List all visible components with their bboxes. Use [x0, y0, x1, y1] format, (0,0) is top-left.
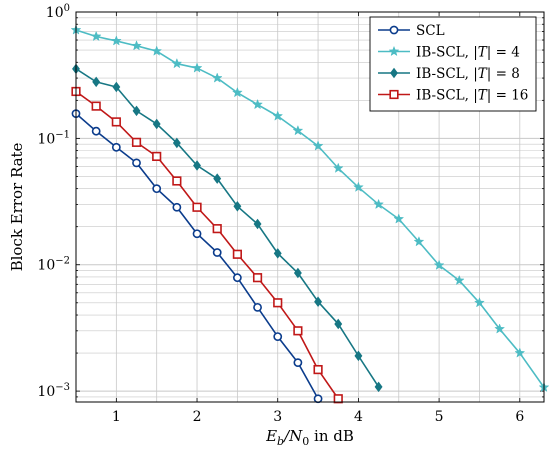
data-point — [231, 86, 243, 98]
data-point — [112, 81, 121, 93]
data-point — [232, 273, 242, 283]
data-point — [213, 173, 222, 184]
series-2 — [76, 68, 380, 388]
data-point — [171, 57, 183, 69]
data-point — [192, 229, 202, 239]
data-point — [253, 302, 262, 312]
data-point — [293, 358, 303, 368]
legend-marker — [389, 25, 399, 35]
data-point — [152, 151, 162, 161]
series-markers-3 — [71, 86, 343, 404]
legend-marker — [388, 45, 400, 57]
data-point — [313, 364, 323, 375]
data-point — [373, 198, 385, 210]
x-tick-label: 6 — [515, 409, 524, 425]
legend-label: IB-SCL, |T| = 8 — [416, 66, 520, 82]
y-axis-label: Block Error Rate — [8, 142, 26, 271]
x-tick-label: 2 — [193, 409, 202, 425]
legend-entry: SCL — [378, 23, 445, 39]
y-tick-label: 10−2 — [37, 256, 70, 274]
x-tick-label: 3 — [273, 409, 282, 425]
data-point — [152, 184, 162, 194]
data-point — [393, 213, 405, 224]
data-point — [453, 274, 465, 286]
data-point — [110, 35, 122, 46]
data-point — [212, 248, 222, 257]
data-point — [212, 224, 222, 234]
data-point — [273, 298, 283, 308]
y-tick-label: 10−1 — [37, 129, 70, 147]
data-point — [132, 105, 141, 117]
data-point — [374, 381, 383, 393]
data-point — [193, 160, 201, 171]
legend-label: IB-SCL, |T| = 16 — [416, 88, 528, 104]
y-tick-label: 10−3 — [37, 382, 70, 400]
x-axis-label: Eb/N0 in dB — [265, 427, 354, 448]
x-tick-label: 4 — [354, 409, 363, 425]
data-point — [151, 45, 163, 56]
legend-entry: IB-SCL, |T| = 4 — [378, 45, 520, 61]
data-point — [152, 118, 161, 130]
data-point — [413, 236, 425, 247]
data-point — [312, 140, 324, 151]
data-point — [252, 98, 263, 110]
x-tick-label: 5 — [435, 409, 444, 425]
data-point — [233, 201, 242, 212]
data-point — [172, 202, 182, 212]
data-point — [132, 158, 141, 168]
data-point — [354, 350, 363, 362]
data-point — [211, 72, 223, 83]
data-point — [334, 318, 343, 330]
data-point — [273, 248, 282, 259]
data-point — [313, 394, 323, 404]
data-point — [352, 181, 364, 192]
data-point — [273, 332, 283, 341]
data-point — [333, 394, 343, 404]
data-point — [292, 124, 304, 136]
data-point — [252, 273, 263, 283]
legend-label: SCL — [416, 23, 445, 39]
data-point — [514, 347, 526, 358]
legend-marker — [389, 89, 399, 100]
y-tick-label: 100 — [46, 3, 70, 21]
legend: SCL IB-SCL, |T| = 4 IB-SCL, |T| = 8 IB-SCL,… — [369, 16, 537, 112]
series-line — [76, 68, 380, 388]
data-point — [131, 137, 142, 147]
data-point — [232, 249, 242, 259]
x-tick-label: 1 — [112, 409, 121, 425]
data-point — [91, 126, 101, 136]
data-point — [172, 176, 182, 186]
data-point — [433, 259, 445, 270]
data-point — [191, 62, 203, 73]
data-point — [474, 297, 485, 308]
series-markers-2 — [72, 63, 383, 393]
data-point — [293, 267, 302, 279]
series-markers-0 — [71, 109, 323, 404]
data-point — [131, 40, 142, 51]
legend-label: IB-SCL, |T| = 4 — [416, 45, 520, 61]
data-point — [172, 137, 181, 149]
series-line — [76, 90, 339, 400]
data-point — [332, 162, 344, 173]
data-point — [192, 202, 202, 212]
legend-marker — [390, 67, 398, 79]
data-point — [111, 142, 121, 152]
data-point — [111, 117, 121, 127]
data-point — [91, 101, 101, 111]
series-3 — [76, 90, 339, 400]
series-markers-1 — [70, 24, 550, 393]
data-point — [494, 323, 506, 334]
legend-entry: IB-SCL, |T| = 16 — [378, 88, 528, 104]
data-point — [92, 76, 101, 88]
data-point — [90, 30, 102, 42]
data-point — [272, 110, 284, 121]
data-point — [293, 326, 303, 336]
legend-entry: IB-SCL, |T| = 8 — [378, 66, 520, 82]
plot-frame — [75, 11, 545, 403]
data-point — [314, 296, 323, 307]
data-point — [253, 218, 262, 230]
